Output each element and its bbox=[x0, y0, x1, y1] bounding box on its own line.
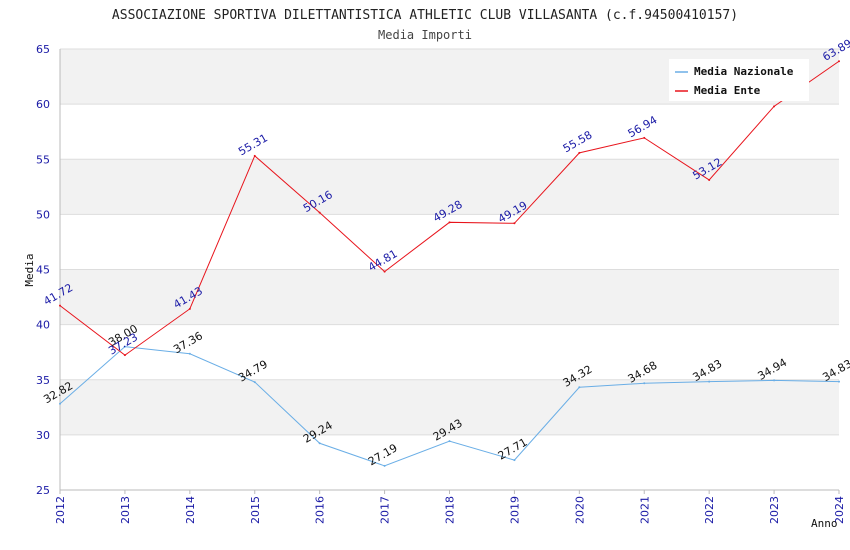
x-tick-label: 2021 bbox=[638, 496, 651, 524]
x-axis-label: Anno bbox=[811, 517, 838, 530]
legend-label-nazionale: Media Nazionale bbox=[694, 65, 794, 78]
data-point bbox=[708, 380, 711, 383]
data-point bbox=[253, 381, 256, 384]
plot-band bbox=[60, 214, 839, 270]
plot-band bbox=[60, 324, 839, 380]
y-tick-label: 30 bbox=[36, 429, 50, 442]
chart-title: ASSOCIAZIONE SPORTIVA DILETTANTISTICA AT… bbox=[112, 8, 738, 23]
plot-band bbox=[60, 269, 839, 325]
data-point bbox=[708, 178, 711, 181]
data-point bbox=[513, 459, 516, 462]
x-tick-label: 2018 bbox=[444, 496, 457, 524]
data-point bbox=[578, 386, 581, 389]
plot-band bbox=[60, 104, 839, 160]
x-tick-label: 2024 bbox=[833, 496, 846, 524]
data-point bbox=[383, 270, 386, 273]
plot-band bbox=[60, 434, 839, 490]
y-axis-label: Media bbox=[23, 253, 36, 286]
x-tick-label: 2015 bbox=[249, 496, 262, 524]
x-tick-label: 2022 bbox=[703, 496, 716, 524]
data-point bbox=[253, 154, 256, 157]
data-point bbox=[838, 380, 840, 383]
x-tick-label: 2013 bbox=[119, 496, 132, 524]
x-tick-label: 2020 bbox=[573, 496, 586, 524]
data-point bbox=[643, 382, 646, 385]
data-point bbox=[318, 211, 321, 214]
y-tick-label: 35 bbox=[36, 374, 50, 387]
y-tick-label: 65 bbox=[36, 43, 50, 56]
y-tick-label: 60 bbox=[36, 98, 50, 111]
series-lines bbox=[59, 60, 840, 467]
plot-bands bbox=[60, 49, 839, 490]
x-tick-label: 2014 bbox=[184, 496, 197, 524]
x-tick-label: 2023 bbox=[768, 496, 781, 524]
data-point bbox=[318, 442, 321, 445]
data-point bbox=[123, 354, 126, 357]
x-ticks: 2012 2013 2014 2015 2016 2017 2018 2019 2020 2021… bbox=[54, 490, 846, 524]
data-point bbox=[578, 151, 581, 154]
data-point bbox=[383, 464, 386, 467]
data-point bbox=[448, 440, 451, 443]
x-tick-label: 2012 bbox=[54, 496, 67, 524]
y-tick-label: 45 bbox=[36, 264, 50, 277]
legend-label-ente: Media Ente bbox=[694, 84, 761, 97]
data-point bbox=[448, 221, 451, 224]
data-point bbox=[123, 345, 126, 348]
x-tick-label: 2017 bbox=[379, 496, 392, 524]
plot-band bbox=[60, 159, 839, 215]
y-tick-label: 40 bbox=[36, 319, 50, 332]
y-tick-label: 50 bbox=[36, 208, 50, 221]
y-ticks: 25 30 35 40 45 50 55 60 65 bbox=[36, 43, 50, 497]
plot-band bbox=[60, 379, 839, 435]
y-tick-label: 25 bbox=[36, 484, 50, 497]
x-tick-label: 2019 bbox=[508, 496, 521, 524]
data-point bbox=[188, 307, 191, 310]
chart-subtitle: Media Importi bbox=[378, 28, 472, 42]
data-point bbox=[838, 60, 840, 63]
data-point bbox=[643, 136, 646, 139]
data-point bbox=[59, 402, 61, 405]
data-point bbox=[188, 352, 191, 355]
data-point bbox=[773, 105, 776, 108]
data-point bbox=[773, 379, 776, 382]
legend-box bbox=[669, 59, 809, 101]
legend: Media Nazionale Media Ente bbox=[669, 59, 809, 101]
data-point bbox=[513, 222, 516, 225]
x-tick-label: 2016 bbox=[314, 496, 327, 524]
y-tick-label: 55 bbox=[36, 153, 50, 166]
data-point bbox=[59, 304, 61, 307]
